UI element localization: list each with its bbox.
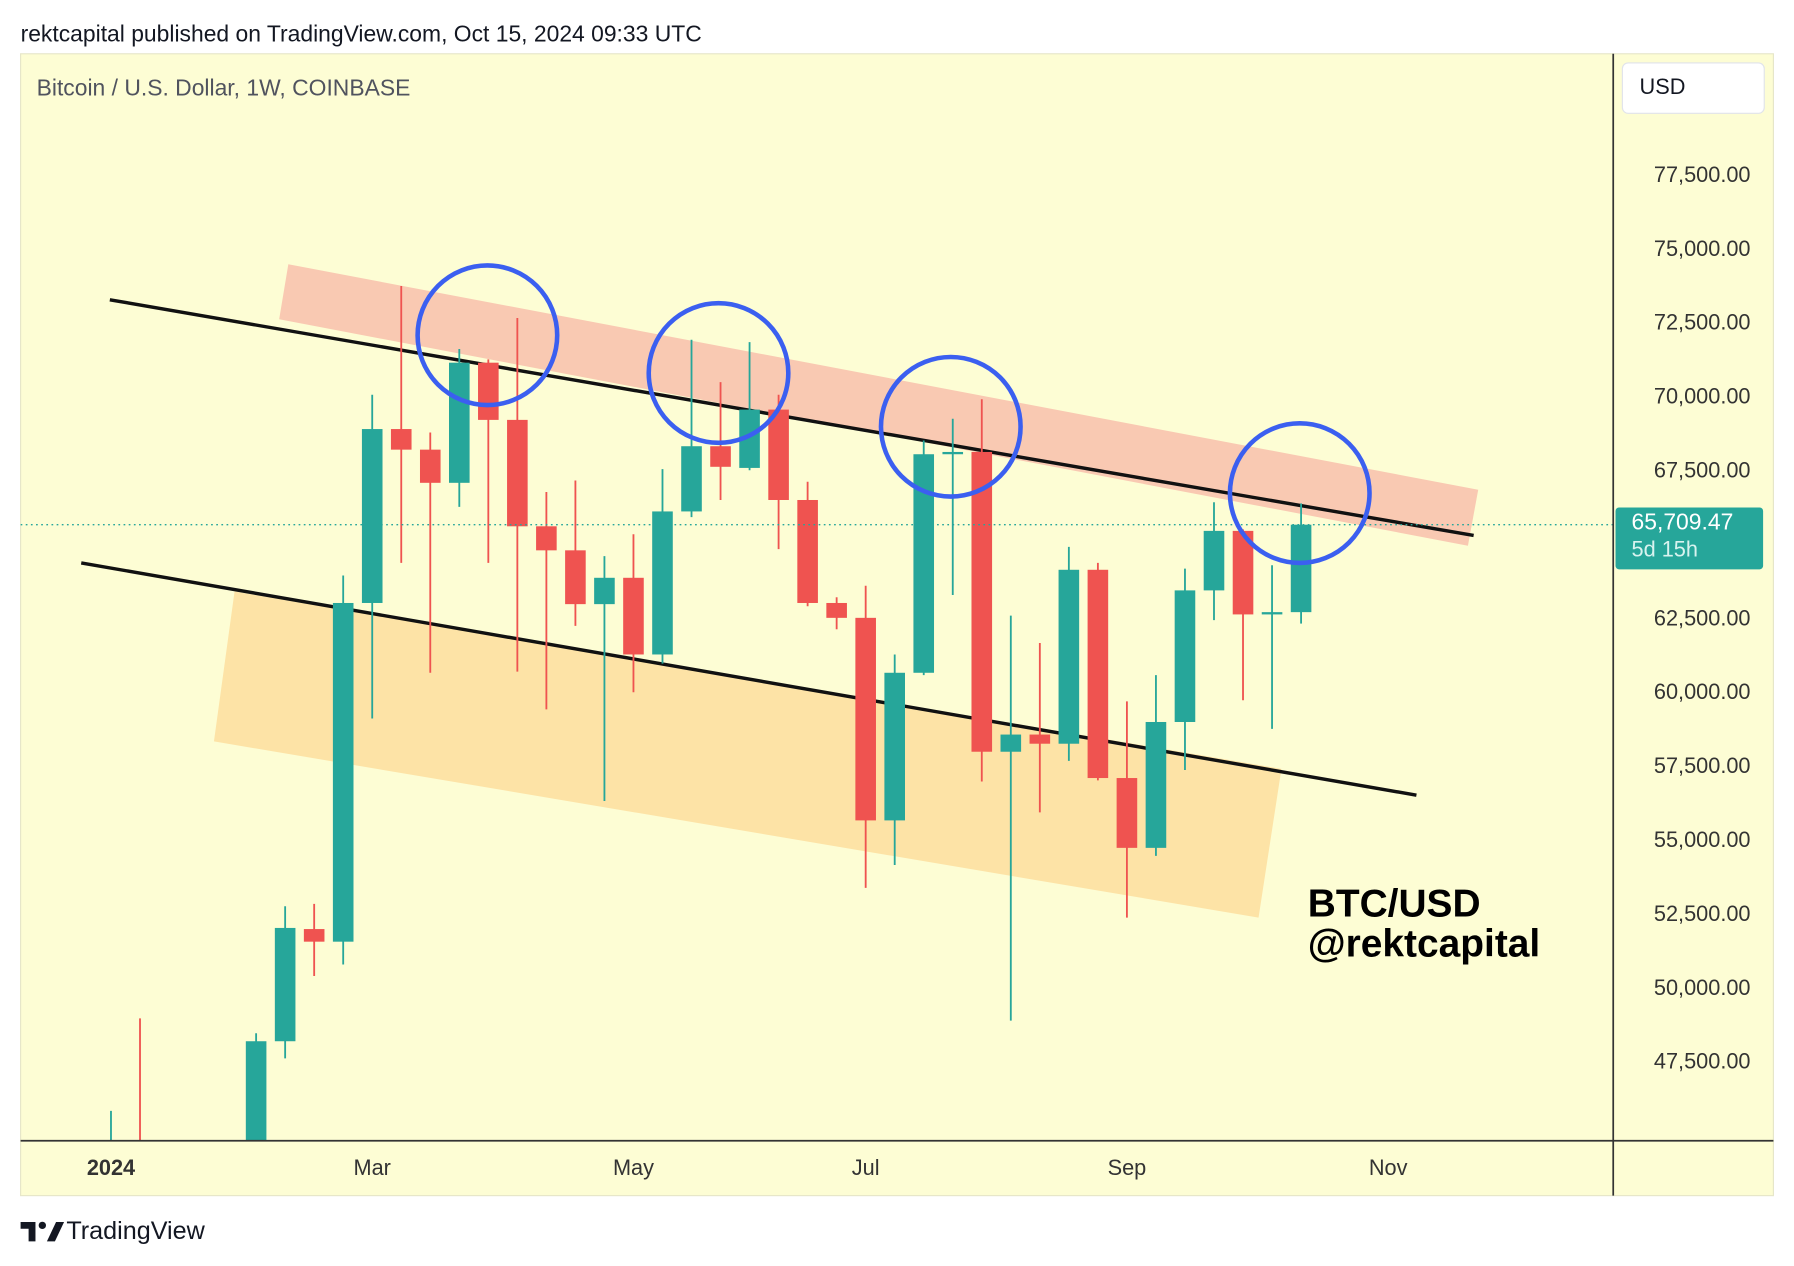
candle-body [623, 577, 644, 655]
upper-trendline [109, 298, 1474, 538]
support-band [213, 591, 1282, 918]
symbol-title: Bitcoin / U.S. Dollar, 1W, COINBASE [37, 74, 411, 100]
publish-header: rektcapital published on TradingView.com… [21, 21, 702, 47]
candle-body [419, 449, 441, 483]
watermark: @rektcapital [1308, 922, 1540, 965]
x-tick-label: Mar [354, 1155, 391, 1180]
footer-brand: TradingView [66, 1217, 205, 1245]
candle-body [710, 446, 731, 467]
candle-body [1145, 721, 1167, 848]
candle-body [303, 929, 325, 942]
rejection-circle [415, 263, 560, 408]
resistance-band [279, 264, 1479, 546]
x-tick-label: Sep [1108, 1155, 1147, 1180]
candle-body [1232, 530, 1254, 615]
candle-body [332, 602, 354, 942]
candle-body [1029, 734, 1051, 744]
candle-body [565, 550, 586, 605]
candle-body [1116, 778, 1138, 848]
y-tick-label: 47,500.00 [1654, 1049, 1751, 1074]
candle-body [361, 429, 383, 603]
y-tick-label: 55,000.00 [1654, 827, 1751, 852]
candle-body [390, 429, 412, 450]
logo-mark [38, 1221, 46, 1230]
currency-button[interactable] [1621, 62, 1765, 114]
candle-body [245, 1041, 267, 1141]
plot-area [20, 264, 1614, 1224]
y-tick-label: 75,000.00 [1654, 236, 1751, 261]
x-tick-label: Nov [1369, 1155, 1408, 1180]
candle-body [217, 1208, 238, 1224]
rejection-circle [1227, 421, 1372, 566]
watermark: BTC/USD [1308, 882, 1481, 925]
candle-body [884, 672, 905, 821]
candle-body [768, 409, 789, 500]
candle-body [507, 419, 528, 527]
last-price-label: 65,709.47 [1632, 509, 1734, 535]
y-tick-label: 72,500.00 [1654, 310, 1751, 335]
candle-body [1203, 530, 1225, 591]
candle-body [739, 409, 760, 468]
candle-body [594, 577, 615, 605]
candle-body [913, 454, 935, 673]
candle-body [797, 499, 818, 603]
candle-body [1087, 569, 1109, 779]
candle-body [855, 617, 876, 821]
candle-body [1261, 612, 1283, 615]
y-tick-label: 62,500.00 [1654, 605, 1751, 630]
last-price-tag [1615, 507, 1764, 570]
candle-body [1174, 590, 1196, 722]
candle-body [536, 526, 557, 551]
x-tick-label: Jul [852, 1155, 880, 1180]
candle-body [826, 602, 847, 618]
lower-trendline [80, 561, 1417, 797]
y-tick-label: 60,000.00 [1654, 679, 1751, 704]
rejection-circle [878, 354, 1023, 499]
y-tick-label: 67,500.00 [1654, 457, 1751, 482]
candle-body [681, 446, 702, 512]
y-tick-label: 77,500.00 [1654, 162, 1751, 187]
x-tick-label: 2024 [87, 1155, 135, 1180]
y-tick-label: 57,500.00 [1654, 753, 1751, 778]
candle-body [449, 362, 470, 483]
candle-body [1290, 524, 1312, 613]
y-tick-label: 50,000.00 [1654, 975, 1751, 1000]
rejection-circle [646, 300, 791, 446]
candle-body [1058, 569, 1080, 744]
currency-label[interactable]: USD [1640, 74, 1686, 99]
logo-mark [46, 1221, 65, 1242]
candle-body [1000, 734, 1022, 752]
candle-body [971, 451, 993, 752]
tradingview-logo [20, 1221, 65, 1242]
y-tick-label: 52,500.00 [1654, 901, 1751, 926]
candle-body [652, 511, 673, 655]
candle-body [274, 927, 296, 1042]
x-tick-label: May [613, 1155, 654, 1180]
y-tick-label: 70,000.00 [1654, 384, 1751, 409]
logo-mark [20, 1221, 36, 1242]
candle-body [478, 362, 499, 420]
candle-body [942, 451, 964, 455]
countdown-label: 5d 15h [1632, 537, 1698, 562]
